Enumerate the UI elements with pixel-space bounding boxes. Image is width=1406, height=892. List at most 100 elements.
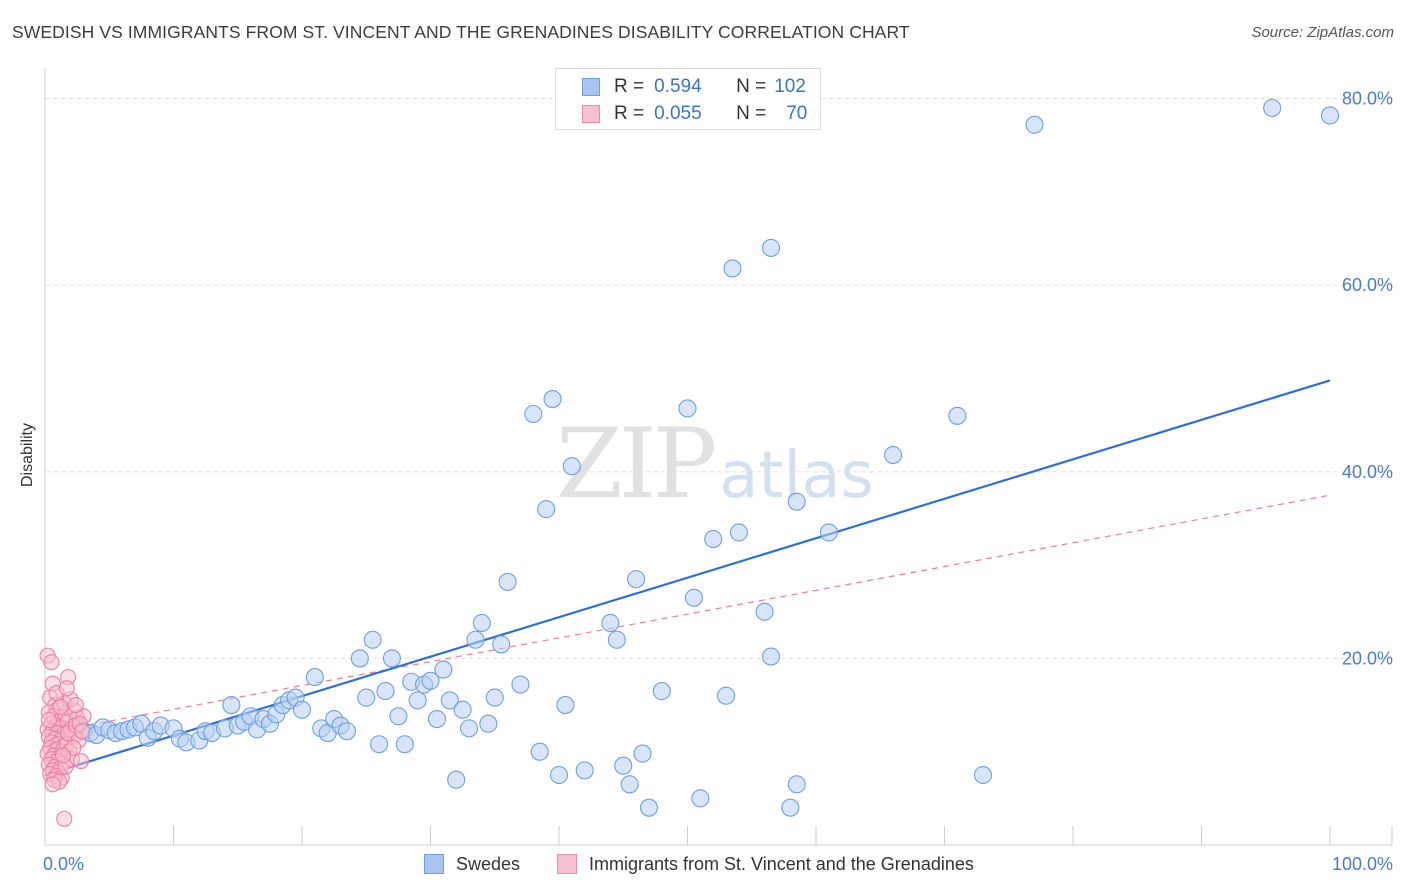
point-immigrants: [74, 723, 91, 740]
points-swedes: [55, 98, 1340, 817]
y-tick-label: 40.0%: [1342, 462, 1393, 482]
point-swedes: [485, 688, 504, 707]
trend-line-immigrants-path: [44, 494, 1331, 734]
trend-line-swedes: [44, 379, 1331, 777]
point-swedes: [620, 775, 639, 794]
point-immigrants: [58, 680, 75, 697]
point-swedes: [652, 682, 671, 701]
point-swedes: [305, 668, 324, 687]
point-swedes: [337, 722, 357, 741]
point-swedes: [819, 523, 838, 542]
point-immigrants: [54, 747, 72, 764]
series-legend-label-immigrants: Immigrants from St. Vincent and the Gren…: [589, 853, 974, 874]
point-swedes: [723, 259, 742, 278]
point-swedes: [498, 572, 517, 591]
point-swedes: [601, 613, 620, 633]
point-swedes: [1320, 106, 1340, 125]
point-swedes: [370, 735, 389, 754]
legend-r-value-swedes: 0.594: [654, 76, 702, 97]
point-immigrants: [72, 752, 90, 770]
series-legend-label-swedes: Swedes: [456, 853, 521, 874]
legend-r-label: R =: [614, 103, 645, 124]
point-swedes: [479, 714, 498, 733]
point-swedes: [633, 744, 652, 763]
point-swedes: [421, 671, 440, 690]
point-swedes: [973, 765, 993, 785]
trend-line-swedes-path: [44, 379, 1331, 777]
point-swedes: [549, 765, 569, 785]
y-tick-label: 20.0%: [1342, 648, 1393, 668]
legend-swatch-immigrants: [582, 105, 600, 123]
point-swedes: [395, 735, 414, 754]
point-swedes: [453, 700, 472, 719]
tick-labels: 20.0% 40.0% 60.0% 80.0% 0.0% 100.0%: [43, 89, 1393, 874]
point-immigrants: [52, 698, 69, 715]
point-swedes: [556, 696, 575, 715]
point-swedes: [1263, 98, 1282, 118]
point-swedes: [543, 390, 562, 409]
point-immigrants: [56, 810, 73, 827]
point-swedes: [472, 613, 491, 633]
point-swedes: [787, 492, 806, 511]
point-swedes: [884, 445, 903, 465]
point-swedes: [562, 457, 581, 476]
point-swedes: [755, 602, 774, 621]
point-swedes: [614, 756, 633, 775]
point-immigrants: [43, 654, 60, 671]
legend-r-label: R =: [614, 76, 645, 97]
source-credit: Source: ZipAtlas.com: [1251, 24, 1394, 41]
legend-n-value-immigrants: 70: [786, 103, 808, 124]
point-swedes: [627, 570, 646, 589]
point-swedes: [222, 696, 241, 715]
point-immigrants: [40, 711, 57, 729]
points-immigrants: [39, 647, 92, 827]
point-swedes: [382, 649, 402, 668]
point-swedes: [363, 630, 382, 649]
point-swedes: [459, 719, 479, 738]
point-swedes: [607, 630, 626, 649]
point-swedes: [434, 660, 453, 679]
point-swedes: [292, 700, 312, 719]
point-immigrants: [67, 697, 84, 714]
legend-row-swedes: R = 0.594 N = 102: [582, 75, 806, 99]
point-swedes: [704, 529, 723, 549]
y-tick-label: 60.0%: [1342, 275, 1393, 295]
point-swedes: [440, 691, 459, 710]
point-swedes: [408, 691, 427, 710]
watermark: ZIPatlas: [556, 408, 874, 520]
series-legend-immigrants: Immigrants from St. Vincent and the Gren…: [557, 852, 974, 876]
point-swedes: [716, 686, 736, 705]
grid-lines: [45, 98, 1392, 659]
point-swedes: [678, 399, 697, 418]
x-tick-label-min: 0.0%: [43, 854, 84, 874]
point-swedes: [684, 588, 703, 607]
trend-line-immigrants: [44, 494, 1331, 734]
series-legend-swedes: Swedes: [424, 852, 520, 876]
point-swedes: [781, 798, 800, 817]
y-tick-label: 80.0%: [1342, 89, 1393, 109]
point-swedes: [639, 798, 659, 817]
legend-n-label: N =: [736, 76, 767, 97]
point-swedes: [761, 647, 781, 666]
series-legend-swatch-swedes: [424, 854, 444, 874]
point-swedes: [350, 649, 369, 668]
legend-r-value-immigrants: 0.055: [654, 103, 702, 124]
correlation-legend: R = 0.594 N = 102 R = 0.055 N = 70: [555, 68, 821, 130]
legend-n-value-swedes: 102: [774, 76, 806, 97]
point-swedes: [492, 635, 511, 654]
point-swedes: [466, 630, 485, 649]
point-swedes: [447, 770, 466, 789]
point-swedes: [530, 742, 549, 761]
point-swedes: [357, 688, 376, 707]
point-swedes: [389, 707, 408, 726]
point-swedes: [948, 406, 967, 425]
point-swedes: [691, 789, 710, 808]
point-swedes: [729, 523, 748, 542]
point-swedes: [575, 761, 594, 780]
legend-row-immigrants: R = 0.055 N = 70: [582, 102, 807, 126]
legend-n-label: N =: [736, 103, 767, 124]
point-swedes: [761, 238, 781, 257]
point-swedes: [1025, 115, 1044, 134]
point-immigrants: [44, 776, 61, 793]
point-swedes: [376, 682, 395, 701]
